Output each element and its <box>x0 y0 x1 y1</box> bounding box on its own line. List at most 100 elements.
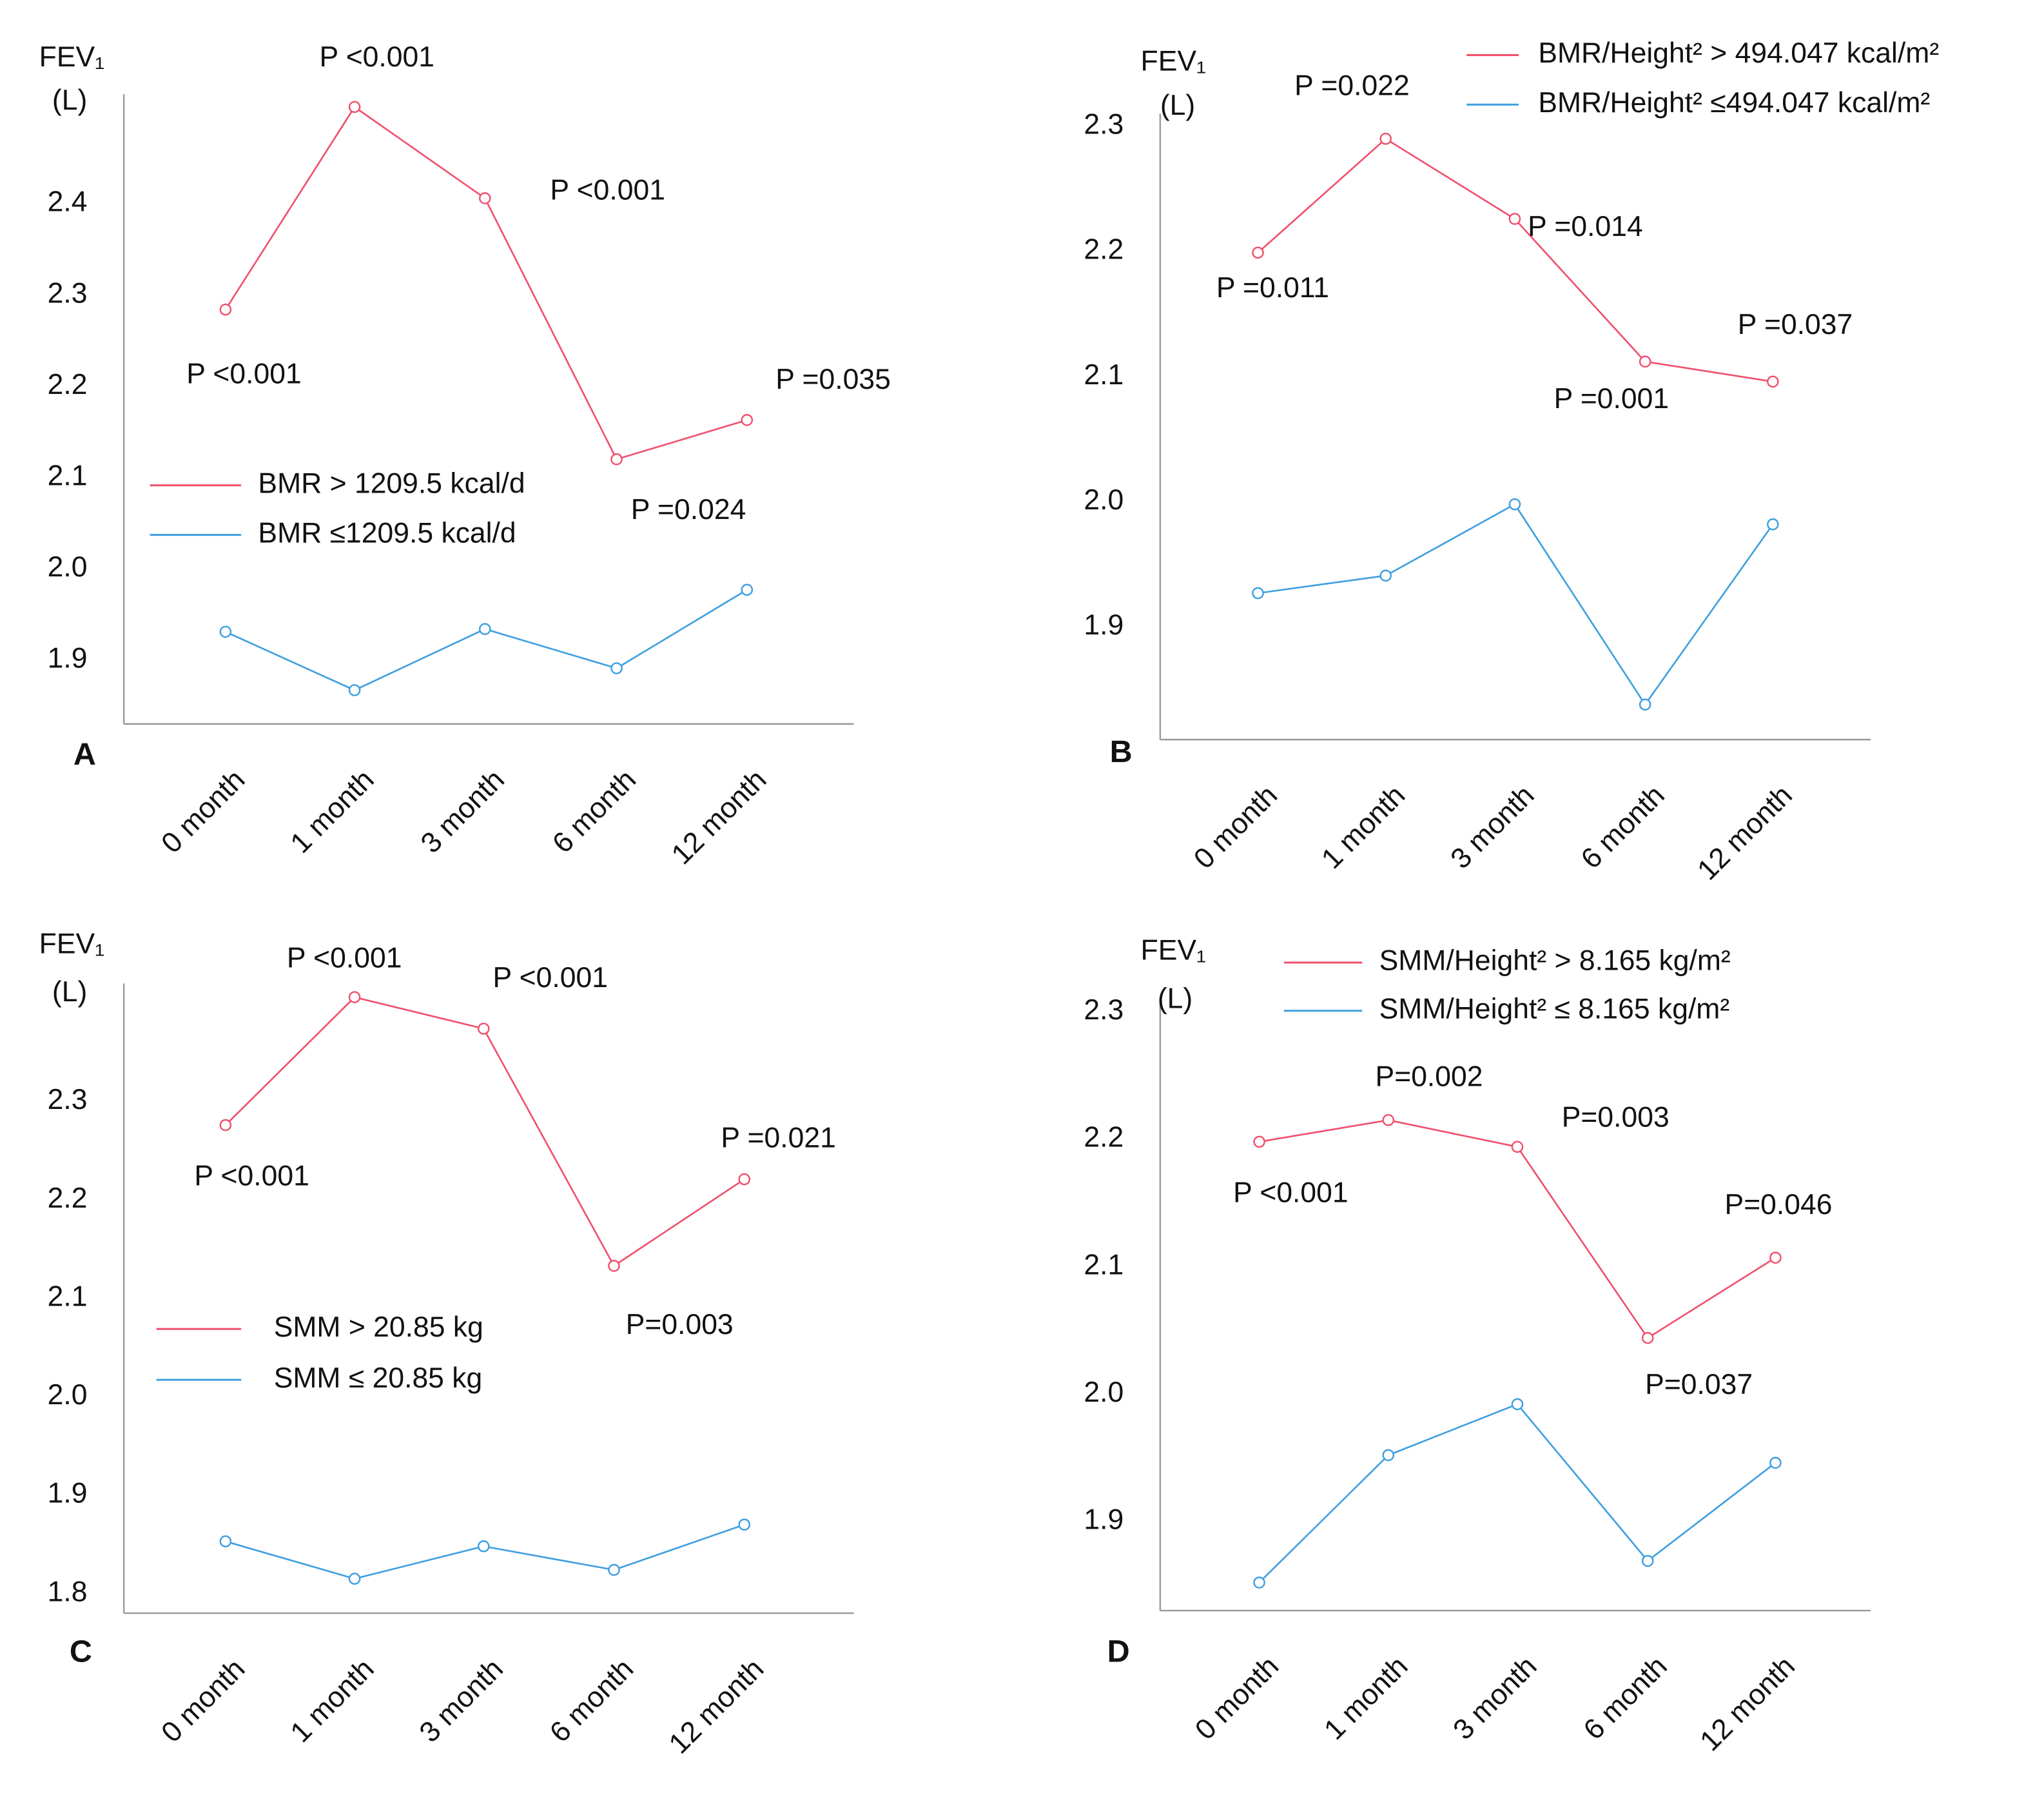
x-tick-label: 0 month <box>155 763 251 859</box>
point <box>1379 569 1392 582</box>
point <box>1769 1251 1782 1264</box>
legend-label: BMR > 1209.5 kcal/d <box>258 468 525 500</box>
y-tick-label: 2.3 <box>1084 109 1124 141</box>
y-tick-label: 2.3 <box>48 277 88 309</box>
point <box>1253 1135 1265 1148</box>
y-tick-label: 2.3 <box>1084 994 1124 1026</box>
legend-label: SMM/Height² ≤ 8.165 kg/m² <box>1379 994 1730 1025</box>
annotation: P =0.037 <box>1738 309 1853 340</box>
point <box>1508 213 1521 225</box>
annotation: P=0.046 <box>1725 1189 1833 1220</box>
annotation: P <0.001 <box>492 962 608 994</box>
legend-label: BMR ≤1209.5 kcal/d <box>258 517 516 549</box>
x-tick-label: 6 month <box>1578 1651 1673 1746</box>
x-tick-label: 12 month <box>663 1653 770 1760</box>
x-tick-label: 1 month <box>1318 1651 1414 1746</box>
point <box>348 684 361 696</box>
y-tick-label: 1.8 <box>48 1576 88 1607</box>
annotation: P =0.022 <box>1294 70 1410 102</box>
y-tick-label: 2.1 <box>48 1280 88 1312</box>
point <box>348 1573 361 1585</box>
y-tick-label: 1.9 <box>1084 1504 1124 1535</box>
point <box>477 1023 490 1035</box>
point <box>741 583 754 596</box>
series-line <box>1258 1403 1776 1583</box>
y-tick-label: 2.1 <box>1084 1249 1124 1280</box>
x-tick-label: 0 month <box>1188 779 1283 875</box>
x-tick-label: 6 month <box>544 1653 639 1749</box>
point <box>610 662 623 674</box>
y-tick-label: 2.0 <box>48 1379 88 1411</box>
y-label: FEV₁ <box>39 41 105 73</box>
annotation: P <0.001 <box>287 943 402 974</box>
annotation: P <0.001 <box>1233 1177 1348 1209</box>
x-tick-label: 6 month <box>1575 779 1671 875</box>
annotation: P <0.001 <box>194 1160 309 1191</box>
x-tick-label: 3 month <box>1447 1651 1543 1746</box>
point <box>1382 1113 1395 1126</box>
annotation: P =0.024 <box>631 494 746 525</box>
point <box>1767 518 1779 531</box>
annotation: P <0.001 <box>550 175 665 206</box>
point <box>1641 1554 1654 1567</box>
x-tick-label: 1 month <box>1316 779 1411 875</box>
legend-label: SMM > 20.85 kg <box>274 1311 483 1343</box>
point <box>477 1540 490 1553</box>
point <box>1508 498 1521 511</box>
annotation: P =0.035 <box>775 364 891 395</box>
point <box>738 1173 751 1186</box>
y-tick-label: 2.2 <box>1084 1122 1124 1153</box>
point <box>608 1563 620 1576</box>
panel-letter: C <box>70 1634 92 1669</box>
annotation: P =0.014 <box>1528 211 1643 242</box>
point <box>219 1535 232 1547</box>
annotation: P =0.011 <box>1216 272 1329 304</box>
panel-letter: D <box>1107 1634 1130 1669</box>
series-line <box>225 589 748 691</box>
x-tick-label: 6 month <box>547 763 642 859</box>
x-tick-label: 1 month <box>284 763 380 859</box>
point <box>479 623 491 635</box>
point <box>610 453 623 466</box>
y-tick-label: 2.4 <box>48 186 88 218</box>
y-unit: (L) <box>1158 983 1192 1014</box>
point <box>1511 1398 1524 1411</box>
y-tick-label: 2.0 <box>48 551 88 583</box>
point <box>1767 375 1779 388</box>
point <box>348 101 361 113</box>
point <box>1252 587 1264 600</box>
y-tick-label: 1.9 <box>48 643 88 674</box>
point <box>1252 246 1264 259</box>
point <box>738 1518 751 1531</box>
annotation: P=0.003 <box>1562 1101 1669 1133</box>
series-line <box>1258 503 1774 707</box>
y-tick-label: 2.2 <box>48 369 88 400</box>
panel-letter: B <box>1110 734 1133 769</box>
point <box>219 303 232 316</box>
y-label: FEV₁ <box>1141 935 1207 966</box>
x-tick-label: 12 month <box>1694 1651 1801 1758</box>
annotation: P=0.037 <box>1645 1369 1753 1400</box>
x-tick-label: 3 month <box>415 763 511 859</box>
series-line <box>224 996 745 1268</box>
series-line <box>1257 137 1773 383</box>
series-line <box>224 106 748 460</box>
annotation: P <0.001 <box>186 358 302 390</box>
panel-letter: A <box>73 737 96 772</box>
point <box>741 414 754 426</box>
legend-label: BMR/Height² > 494.047 kcal/m² <box>1538 37 1939 69</box>
point <box>479 192 491 204</box>
y-tick-label: 2.2 <box>1084 234 1124 266</box>
x-tick-label: 3 month <box>1445 779 1540 875</box>
annotation: P=0.002 <box>1376 1061 1483 1093</box>
x-tick-label: 0 month <box>1189 1651 1285 1746</box>
point <box>1382 1449 1395 1462</box>
point <box>219 1119 232 1132</box>
legend-label: BMR/Height² ≤494.047 kcal/m² <box>1538 87 1930 119</box>
point <box>1639 698 1651 711</box>
y-tick-label: 2.1 <box>48 460 88 491</box>
y-unit: (L) <box>52 976 87 1008</box>
legend-label: SMM ≤ 20.85 kg <box>274 1362 483 1394</box>
point <box>219 625 232 638</box>
